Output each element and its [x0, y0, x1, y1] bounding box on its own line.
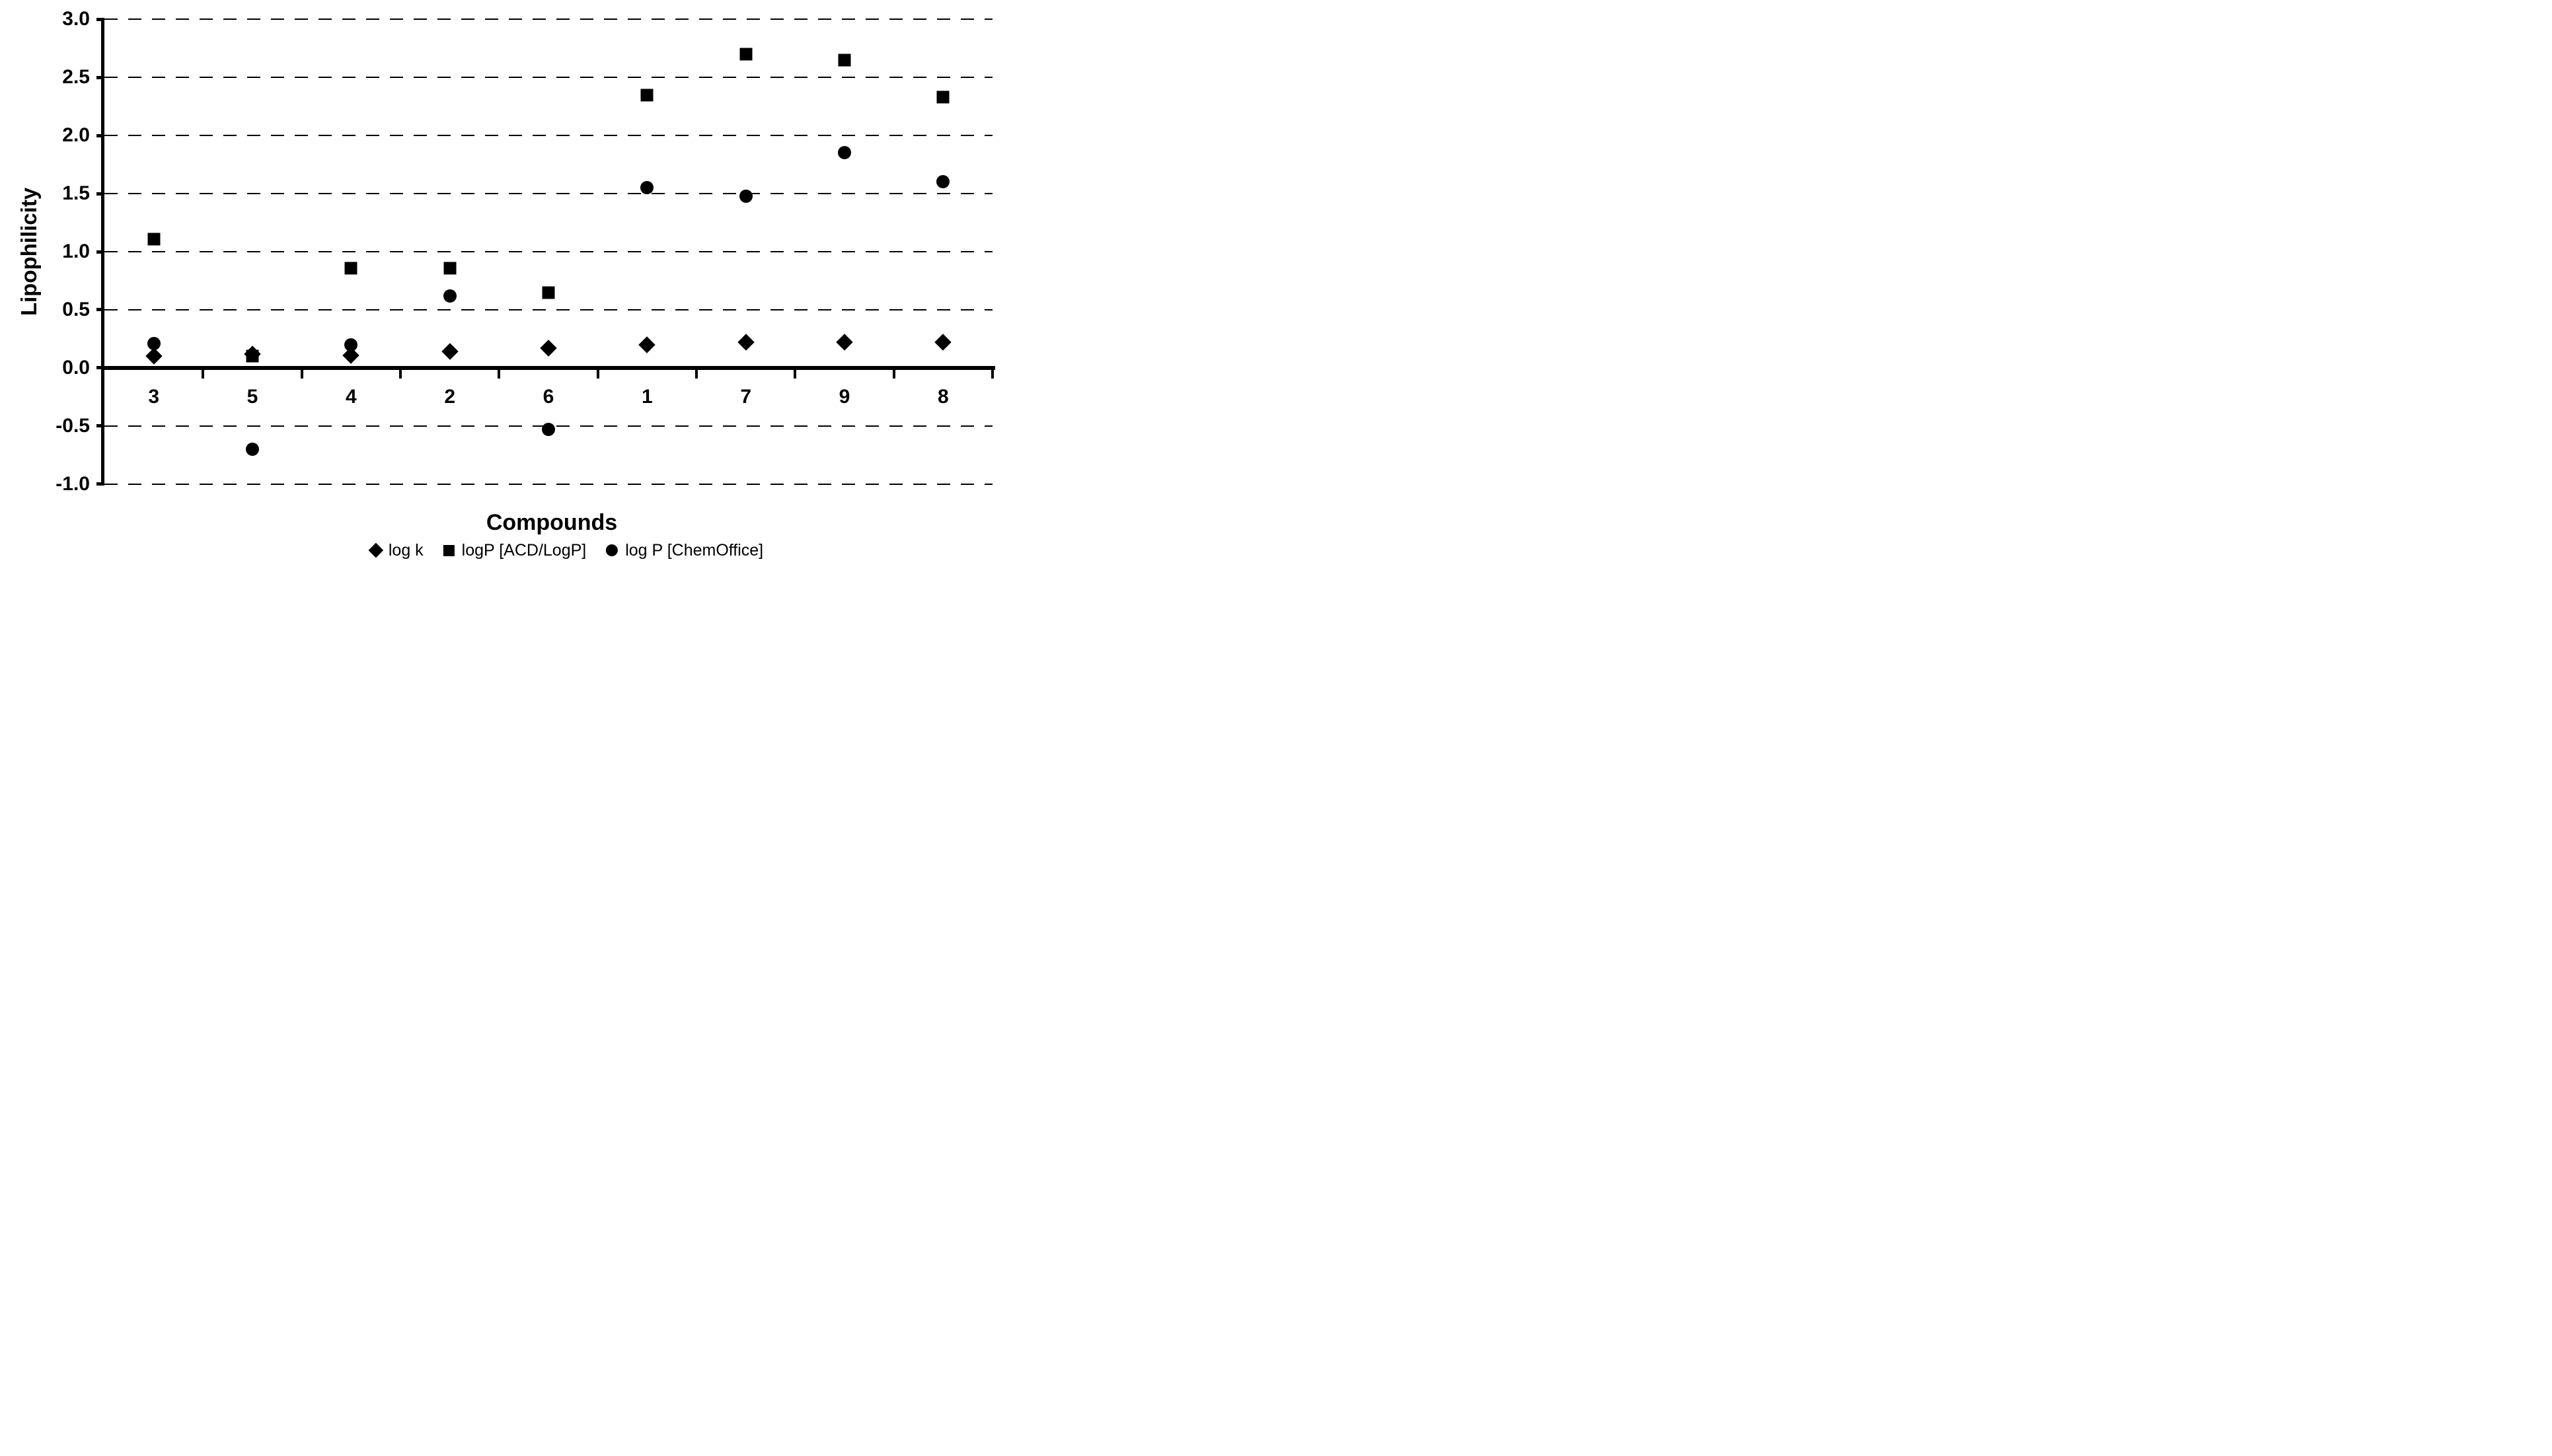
- y-axis-tick: [96, 308, 104, 312]
- lipophilicity-scatter-chart: 3.0 2.5 2.0 1.5 1.0 0.5 0.0 -0.5 -1.0 3 5 4 2 6 1 7 9 8 L…: [0, 0, 1021, 583]
- data-point-circle: [838, 146, 851, 160]
- gridline: [104, 309, 993, 310]
- y-axis-tick: [96, 482, 104, 486]
- plot-area: 3.0 2.5 2.0 1.5 1.0 0.5 0.0 -0.5 -1.0 3 5 4 2 6 1 7 9 8: [0, 0, 1021, 583]
- data-point-diamond: [540, 340, 557, 357]
- y-tick-label: 1.5: [62, 182, 90, 205]
- data-point-square: [147, 233, 161, 246]
- y-tick-label: -0.5: [56, 414, 90, 437]
- gridline: [104, 18, 993, 20]
- x-axis-tick: [300, 369, 303, 379]
- data-point-circle: [739, 189, 753, 203]
- x-axis-tick: [498, 369, 501, 379]
- data-point-diamond: [441, 343, 459, 360]
- data-point-diamond: [934, 334, 952, 351]
- data-point-circle: [542, 423, 555, 437]
- x-axis-tick: [596, 369, 599, 379]
- x-category-label: 6: [543, 386, 554, 408]
- y-tick-label: 1.0: [62, 240, 90, 262]
- x-category-label: 5: [246, 386, 258, 408]
- x-category-label: 4: [345, 386, 357, 408]
- data-point-diamond: [638, 336, 656, 353]
- data-point-diamond: [737, 334, 755, 351]
- legend-label: log k: [388, 541, 424, 560]
- data-point-circle: [147, 336, 161, 350]
- y-tick-label: 3.0: [62, 8, 90, 30]
- data-point-square: [344, 262, 357, 275]
- y-axis-title: Lipophilicity: [17, 187, 41, 316]
- gridline: [104, 251, 993, 252]
- data-point-circle: [443, 289, 457, 303]
- gridline: [104, 135, 993, 137]
- y-axis-tick: [96, 133, 104, 137]
- y-axis: [101, 19, 104, 484]
- x-axis-tick: [399, 369, 402, 379]
- y-axis-tick: [96, 75, 104, 79]
- legend-item-logp-chemoffice: log P [ChemOffice]: [606, 540, 763, 560]
- legend-item-log-k: log k: [368, 540, 424, 560]
- y-axis-tick: [96, 192, 104, 196]
- square-marker-icon: [443, 544, 455, 556]
- x-category-label: 8: [937, 386, 949, 408]
- y-tick-label: 0.0: [62, 356, 90, 379]
- x-axis-tick: [892, 369, 895, 379]
- y-tick-label: -1.0: [56, 472, 90, 495]
- gridline: [104, 483, 993, 485]
- data-point-square: [246, 349, 259, 363]
- data-point-square: [739, 48, 753, 61]
- y-axis-tick: [96, 366, 104, 370]
- x-axis: [101, 365, 995, 370]
- x-category-label: 1: [641, 386, 653, 408]
- data-point-circle: [640, 181, 654, 195]
- x-axis-title: Compounds: [486, 510, 618, 535]
- y-axis-tick: [96, 17, 104, 21]
- gridline: [104, 77, 993, 79]
- legend-label: log P [ChemOffice]: [625, 541, 764, 560]
- legend-label: logP [ACD/LogP]: [461, 541, 587, 560]
- x-axis-tick: [991, 369, 994, 379]
- x-axis-tick: [202, 369, 205, 379]
- x-axis-tick: [695, 369, 698, 379]
- data-point-diamond: [836, 334, 853, 351]
- data-point-square: [443, 262, 457, 275]
- data-point-square: [936, 91, 950, 104]
- gridline: [104, 193, 993, 195]
- y-tick-label: 2.0: [62, 124, 90, 147]
- circle-marker-icon: [606, 544, 619, 556]
- data-point-circle: [246, 443, 259, 456]
- y-axis-tick: [96, 250, 104, 254]
- diamond-marker-icon: [368, 542, 384, 558]
- data-point-circle: [936, 175, 950, 189]
- y-axis-tick: [96, 424, 104, 428]
- chart-legend: log k logP [ACD/LogP] log P [ChemOffice]: [368, 540, 763, 560]
- data-point-circle: [344, 338, 358, 351]
- x-category-label: 9: [839, 386, 850, 408]
- x-category-label: 3: [148, 386, 159, 408]
- x-category-label: 2: [444, 386, 455, 408]
- data-point-diamond: [145, 347, 163, 365]
- data-point-square: [542, 286, 555, 299]
- data-point-square: [640, 89, 654, 102]
- data-point-square: [838, 54, 851, 67]
- x-axis-tick: [794, 369, 797, 379]
- y-tick-label: 2.5: [62, 66, 90, 89]
- x-category-label: 7: [740, 386, 751, 408]
- legend-item-logp-acd: logP [ACD/LogP]: [443, 540, 587, 560]
- y-tick-label: 0.5: [62, 298, 90, 320]
